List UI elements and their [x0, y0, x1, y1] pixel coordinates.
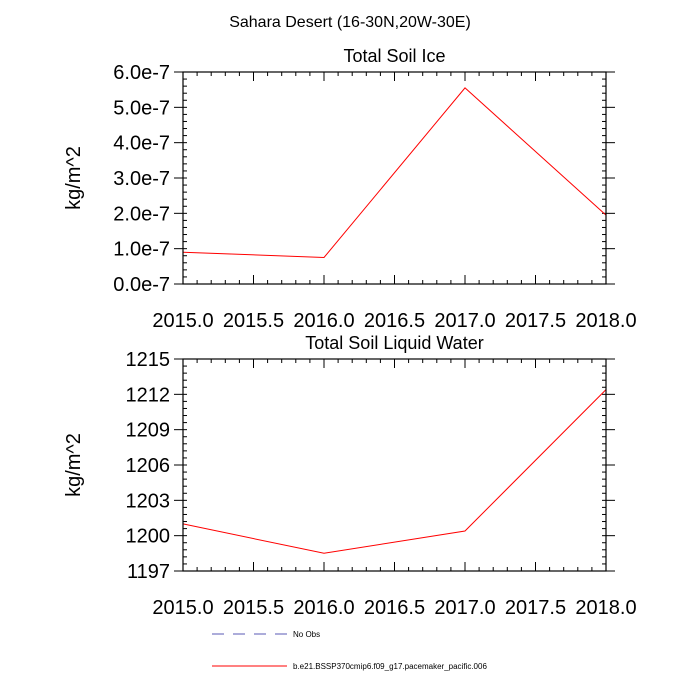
x-tick-label: 2016.0 — [293, 597, 354, 619]
series-line — [182, 389, 607, 554]
x-tick-label: 2017.0 — [434, 597, 495, 619]
legend-label-no-obs: No Obs — [293, 630, 320, 639]
x-tick-label: 2015.0 — [152, 310, 213, 332]
y-tick-label: 1215 — [126, 349, 171, 371]
x-tick-label: 2017.5 — [505, 310, 566, 332]
x-tick-label: 2017.0 — [434, 310, 495, 332]
y-axis-label: kg/m^2 — [63, 433, 85, 497]
x-tick-label: 2018.0 — [575, 597, 636, 619]
x-tick-label: 2015.5 — [223, 597, 284, 619]
y-tick-label: 2.0e-7 — [113, 203, 170, 225]
y-axis-label: kg/m^2 — [63, 146, 85, 210]
y-tick-label: 5.0e-7 — [113, 97, 170, 119]
panel-total-soil-liquid-water: Total Soil Liquid Water kg/m^2 2015.0 2015.… — [63, 333, 637, 619]
series-line — [182, 87, 607, 259]
y-tick-label: 1212 — [126, 384, 171, 406]
x-tick-label: 2016.0 — [293, 310, 354, 332]
y-tick-label: 1197 — [127, 561, 170, 583]
x-tick-label: 2015.0 — [152, 597, 213, 619]
plot-frame — [182, 71, 607, 285]
figure-suptitle: Sahara Desert (16-30N,20W-30E) — [229, 14, 471, 31]
y-tick-label: 6.0e-7 — [113, 62, 170, 84]
y-tick-label: 1206 — [126, 455, 171, 477]
y-tick-label: 1209 — [126, 420, 171, 442]
y-tick-label: 1200 — [126, 526, 171, 548]
x-tick-label: 2017.5 — [505, 597, 566, 619]
chart-title: Total Soil Ice — [343, 46, 445, 66]
x-tick-label: 2016.5 — [364, 597, 425, 619]
x-tick-label: 2016.5 — [364, 310, 425, 332]
panel-total-soil-ice: Total Soil Ice kg/m^2 2015.0 2015.5 2016.0 20… — [63, 46, 637, 332]
x-tick-label: 2015.5 — [223, 310, 284, 332]
y-tick-label: 4.0e-7 — [113, 133, 170, 155]
plot-frame — [182, 358, 607, 572]
y-tick-label: 1.0e-7 — [113, 239, 170, 261]
x-tick-label: 2018.0 — [575, 310, 636, 332]
y-tick-label: 1203 — [126, 490, 171, 512]
y-tick-label: 3.0e-7 — [113, 168, 170, 190]
legend: No Obs b.e21.BSSP370cmip6.f09_g17.pacema… — [212, 630, 487, 671]
legend-label-model-run: b.e21.BSSP370cmip6.f09_g17.pacemaker_pac… — [293, 662, 487, 671]
y-tick-label: 0.0e-7 — [113, 274, 170, 296]
chart-title: Total Soil Liquid Water — [305, 333, 483, 353]
